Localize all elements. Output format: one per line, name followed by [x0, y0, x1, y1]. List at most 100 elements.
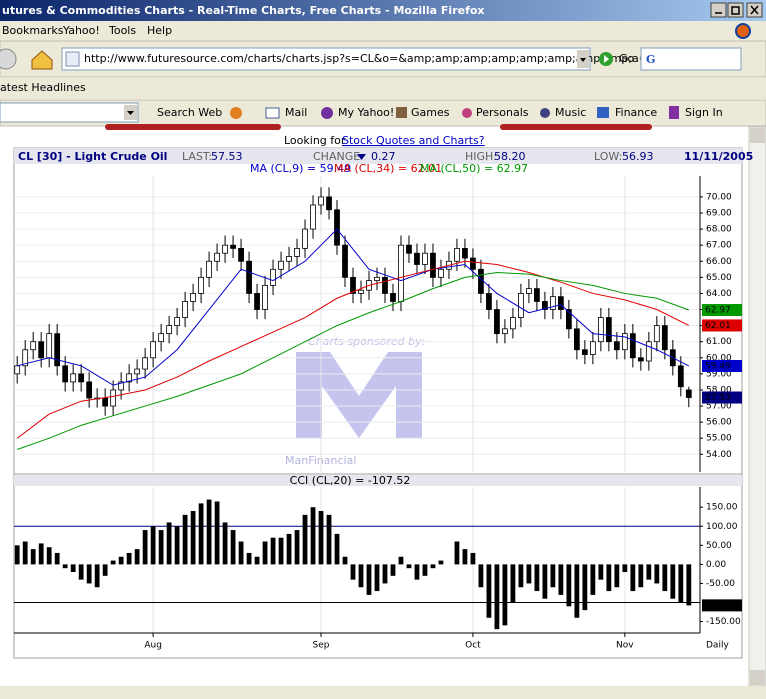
cci-bar: [542, 564, 548, 599]
ma-last-value-box: [702, 304, 742, 317]
cci-bar: [590, 564, 596, 595]
toolbar-item[interactable]: Sign In: [685, 106, 723, 119]
cci-bar: [646, 564, 652, 580]
label: HIGH:: [465, 150, 497, 163]
scroll-up[interactable]: [750, 128, 765, 143]
toolbar-item[interactable]: Personals: [476, 106, 529, 119]
candle-body: [86, 381, 93, 399]
maximize-button[interactable]: [727, 2, 744, 18]
high-price: 58.20: [494, 150, 526, 163]
dropdown-arrow: [127, 111, 134, 115]
menu-item[interactable]: Help: [147, 24, 172, 37]
x-tick-label: Sep: [313, 641, 330, 651]
candle-body: [629, 333, 636, 359]
toolbar-item[interactable]: My Yahoo!: [338, 106, 394, 119]
ma-line: [16, 260, 690, 439]
y-tick-label: 0.00: [706, 560, 726, 570]
cci-bar: [110, 560, 116, 565]
scroll-down[interactable]: [750, 670, 765, 685]
cci-bar: [534, 564, 540, 592]
menu-item[interactable]: Tools: [108, 24, 136, 37]
last-price: 57.53: [211, 150, 243, 163]
low-price: 56.93: [622, 150, 654, 163]
home-button[interactable]: [31, 50, 53, 70]
toolbar-item[interactable]: Finance: [615, 106, 657, 119]
cci-bar: [678, 564, 684, 603]
candle-body: [54, 333, 61, 367]
toolbar-item[interactable]: Music: [555, 106, 586, 119]
minimize-button[interactable]: [710, 2, 727, 18]
ma-line: [17, 272, 689, 450]
cci-bar: [486, 564, 492, 618]
candle-body: [326, 196, 332, 211]
candle-body: [62, 365, 69, 383]
candle-body: [22, 349, 29, 367]
toolbar-icon: [540, 108, 550, 118]
y-tick-label: 54.00: [706, 450, 732, 460]
cci-bar: [582, 564, 588, 611]
candle-body: [334, 209, 340, 246]
back-button[interactable]: [0, 48, 17, 70]
candle-body: [565, 309, 572, 330]
candle-body: [454, 247, 460, 262]
window-button-icons: [715, 5, 759, 15]
cci-bar: [454, 541, 460, 565]
cci-bar: [118, 556, 124, 565]
toolbar-icon: [462, 108, 472, 118]
menu-item[interactable]: Yahoo!: [62, 24, 100, 37]
cci-bar: [574, 564, 580, 618]
cci-bar: [686, 564, 692, 606]
cci-bar: [318, 511, 324, 565]
candle-body: [621, 333, 628, 351]
scrollbar[interactable]: [748, 126, 766, 687]
candle-body: [685, 389, 692, 398]
url-box[interactable]: [61, 47, 591, 71]
search-box[interactable]: [640, 47, 742, 71]
candle-body: [494, 309, 500, 335]
toolbar-icon: [396, 107, 407, 118]
candle-body: [470, 257, 476, 270]
candle-body: [214, 252, 220, 262]
toolbar-search-input[interactable]: [0, 102, 139, 123]
cci-bar: [214, 501, 220, 565]
cci-bar: [374, 564, 380, 592]
toolbar-icon: [230, 107, 242, 119]
candle-body: [46, 333, 53, 359]
y-tick-label: -150.00: [706, 617, 741, 627]
candle-body: [486, 293, 492, 310]
candle-body: [534, 288, 540, 302]
toolbar-item[interactable]: Mail: [285, 106, 307, 119]
status-bar: [0, 686, 766, 699]
quote-date: 11/11/2005: [684, 150, 753, 163]
menu-item[interactable]: Bookmarks: [2, 24, 64, 37]
candle-body: [14, 365, 21, 375]
headlines-link[interactable]: atest Headlines: [0, 81, 86, 94]
toolbar-icon: [597, 107, 609, 118]
candle-body: [134, 368, 141, 375]
cci-bar: [102, 564, 108, 576]
y-tick-label: 57.00: [706, 402, 732, 412]
toolbar-item[interactable]: Games: [411, 106, 450, 119]
candle-body: [350, 276, 356, 294]
go-button[interactable]: Go: [619, 52, 635, 65]
candle-body: [526, 288, 532, 294]
label: CHANGE: [313, 150, 360, 163]
candle-body: [262, 284, 268, 310]
y-tick-label: 67.00: [706, 241, 732, 251]
quotes-link[interactable]: Stock Quotes and Charts?: [342, 134, 485, 147]
candle-body: [118, 381, 125, 391]
candle-body: [310, 204, 316, 230]
candle-body: [270, 268, 276, 286]
cci-bar: [166, 522, 172, 565]
cci-bar: [494, 564, 500, 630]
last-price-value-box: [702, 391, 742, 404]
candle-body: [174, 317, 180, 327]
toolbar-item[interactable]: Search Web: [157, 106, 222, 119]
cci-bar: [198, 503, 204, 565]
candle-body: [126, 373, 133, 383]
change-arrow: [357, 154, 366, 160]
x-tick-label: Nov: [616, 641, 634, 651]
candle-body: [390, 293, 396, 302]
